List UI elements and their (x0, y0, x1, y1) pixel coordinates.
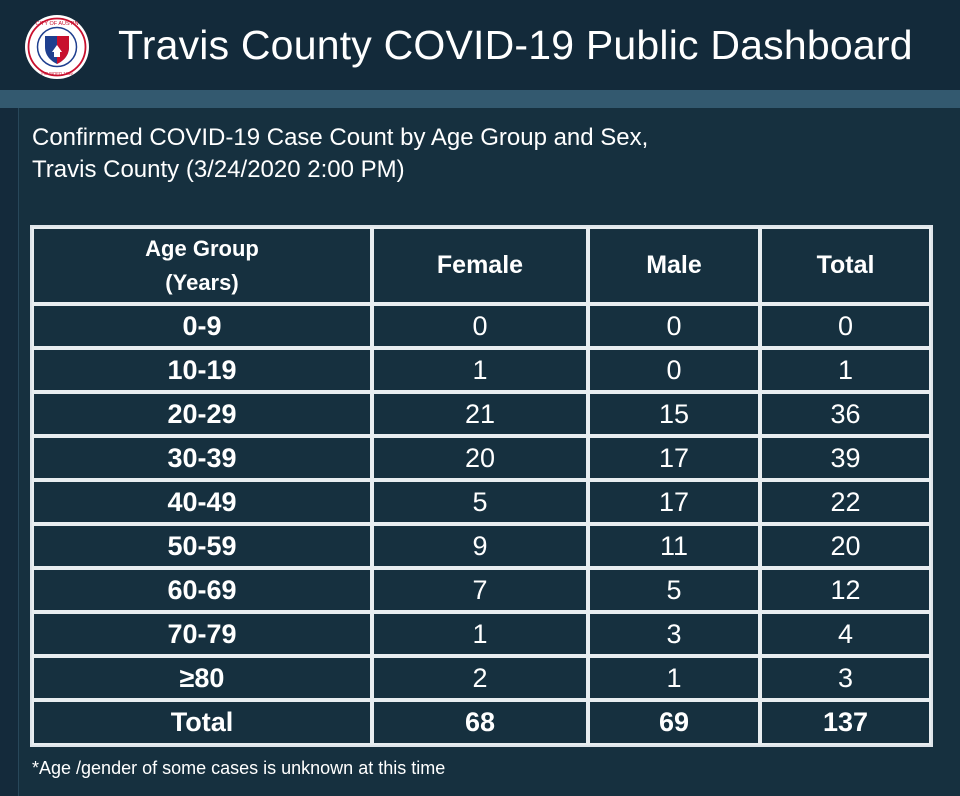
male-count-cell: 5 (588, 568, 760, 612)
total-count-cell: 1 (760, 348, 931, 392)
female-count-cell: 1 (372, 612, 588, 656)
case-count-table: Age Group (Years) Female Male Total 0-9 0… (30, 225, 933, 747)
table-caption-line-1: Confirmed COVID-19 Case Count by Age Gro… (32, 124, 649, 151)
total-count-cell: 22 (760, 480, 931, 524)
dashboard-panel (18, 108, 960, 796)
total-count-cell: 39 (760, 436, 931, 480)
total-row-label: Total (32, 700, 372, 745)
female-count-cell: 5 (372, 480, 588, 524)
male-count-cell: 17 (588, 480, 760, 524)
age-group-cell: 10-19 (32, 348, 372, 392)
page-title: Travis County COVID-19 Public Dashboard (118, 22, 913, 68)
female-count-cell: 0 (372, 304, 588, 348)
total-count-cell: 4 (760, 612, 931, 656)
city-of-austin-seal-icon: CITY OF AUSTIN FOUNDED 1839 (25, 15, 89, 79)
female-count-cell: 2 (372, 656, 588, 700)
total-female-cell: 68 (372, 700, 588, 745)
female-count-cell: 1 (372, 348, 588, 392)
total-count-cell: 36 (760, 392, 931, 436)
male-count-cell: 11 (588, 524, 760, 568)
total-count-cell: 20 (760, 524, 931, 568)
male-count-cell: 3 (588, 612, 760, 656)
case-count-table-grid: Age Group (Years) Female Male Total 0-9 0… (32, 227, 931, 745)
seal-bottom-text: FOUNDED 1839 (41, 71, 73, 76)
total-count-cell: 12 (760, 568, 931, 612)
male-count-cell: 15 (588, 392, 760, 436)
column-header-male: Male (588, 227, 760, 304)
header-divider-band (0, 90, 960, 108)
age-group-cell: 50-59 (32, 524, 372, 568)
female-count-cell: 20 (372, 436, 588, 480)
age-group-cell: 40-49 (32, 480, 372, 524)
male-count-cell: 0 (588, 304, 760, 348)
top-header-bar: CITY OF AUSTIN FOUNDED 1839 Travis Count… (0, 0, 960, 91)
male-count-cell: 17 (588, 436, 760, 480)
column-header-age-group-line-2: (Years) (165, 269, 239, 295)
footnote: *Age /gender of some cases is unknown at… (32, 758, 446, 778)
male-count-cell: 0 (588, 348, 760, 392)
total-male-cell: 69 (588, 700, 760, 745)
column-header-age-group: Age Group (Years) (32, 227, 372, 304)
column-header-female: Female (372, 227, 588, 304)
seal-top-text: CITY OF AUSTIN (36, 21, 79, 27)
table-caption-line-2: Travis County (3/24/2020 2:00 PM) (32, 156, 405, 183)
male-count-cell: 1 (588, 656, 760, 700)
total-count-cell: 0 (760, 304, 931, 348)
female-count-cell: 7 (372, 568, 588, 612)
age-group-cell: 0-9 (32, 304, 372, 348)
column-header-age-group-line-1: Age Group (145, 235, 259, 261)
age-group-cell: 70-79 (32, 612, 372, 656)
column-header-total: Total (760, 227, 931, 304)
female-count-cell: 9 (372, 524, 588, 568)
age-group-cell: ≥80 (32, 656, 372, 700)
age-group-cell: 60-69 (32, 568, 372, 612)
total-total-cell: 137 (760, 700, 931, 745)
age-group-cell: 20-29 (32, 392, 372, 436)
female-count-cell: 21 (372, 392, 588, 436)
table-caption: Confirmed COVID-19 Case Count by Age Gro… (32, 122, 648, 186)
total-count-cell: 3 (760, 656, 931, 700)
age-group-cell: 30-39 (32, 436, 372, 480)
